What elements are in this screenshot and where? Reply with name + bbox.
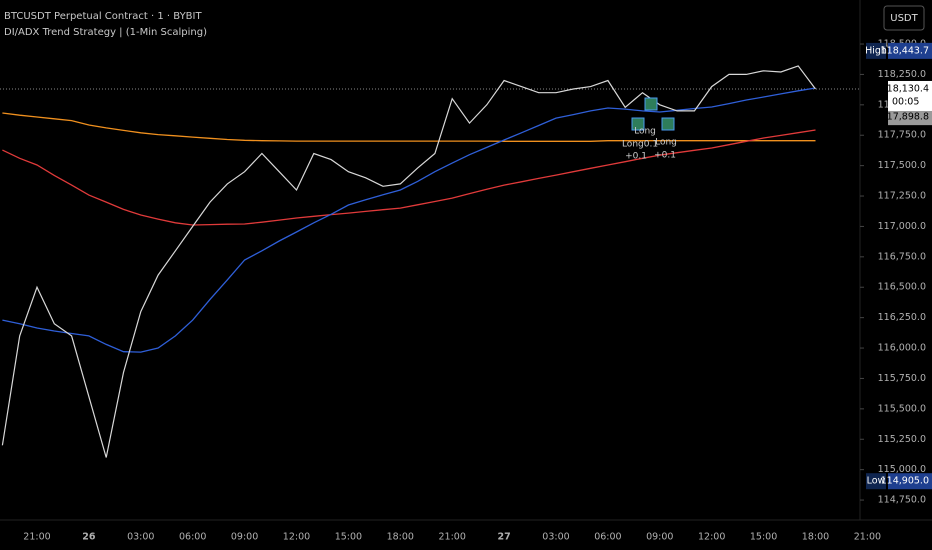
y-tick-label: 116,250.0	[878, 312, 926, 323]
x-tick-label: 12:00	[698, 532, 725, 543]
ema-line	[2, 112, 816, 142]
x-tick-label: 21:00	[439, 532, 466, 543]
currency-button[interactable]	[883, 5, 925, 31]
x-tick-label: 15:00	[335, 532, 362, 543]
y-tick-label: 115,250.0	[878, 434, 926, 445]
x-tick-label: 06:00	[594, 532, 621, 543]
current-price-label: 118,130.4	[881, 83, 929, 94]
x-tick-label: 03:00	[127, 532, 154, 543]
price-tag-name: Low	[867, 476, 886, 487]
trade-marker	[661, 117, 675, 131]
countdown-label: 00:05	[892, 96, 919, 107]
trade-annotation: +0.1	[654, 151, 676, 161]
price-tag	[866, 42, 886, 59]
price-box	[888, 42, 932, 59]
plot: 114,750.0 115,000.0 115,250.0 115,500.0 115,…	[0, 39, 932, 543]
x-tick-label: 18:00	[802, 532, 829, 543]
ema-line	[2, 129, 816, 226]
x-tick-label: 15:00	[750, 532, 777, 543]
y-tick-label: 114,750.0	[878, 495, 926, 506]
price-box-label: 117,898.8	[881, 112, 929, 123]
y-tick-label: 116,500.0	[878, 282, 926, 293]
trade-marker	[631, 117, 645, 131]
price-box	[888, 473, 932, 490]
trade-annotation: +0.1	[625, 152, 647, 162]
x-tick-label: 27	[497, 532, 510, 543]
y-tick-label: 117,000.0	[878, 221, 926, 232]
trade-annotation: Long0.1	[622, 140, 658, 150]
x-tick-label: 26	[82, 532, 96, 543]
indicator-title: DI/ADX Trend Strategy | (1-Min Scalping)	[4, 27, 207, 38]
x-tick-label: 21:00	[854, 532, 881, 543]
price-tag	[866, 473, 886, 490]
price-box-label: 114,905.0	[881, 476, 929, 487]
x-tick-label: 21:00	[23, 532, 50, 543]
y-tick-label: 115,500.0	[878, 403, 926, 414]
symbol-title: BTCUSDT Perpetual Contract · 1 · BYBIT	[4, 11, 202, 22]
y-tick-label: 117,500.0	[878, 160, 926, 171]
currency-label: USDT	[890, 13, 918, 24]
x-tick-label: 09:00	[231, 532, 258, 543]
current-price-box	[888, 80, 932, 111]
y-tick-label: 117,250.0	[878, 191, 926, 202]
price-line	[1, 65, 816, 458]
ema-line	[2, 87, 816, 353]
y-tick-label: 118,250.0	[878, 69, 926, 80]
trade-annotation: Long	[634, 127, 656, 137]
price-box-label: 118,443.7	[881, 45, 929, 56]
x-tick-label: 03:00	[542, 532, 569, 543]
trade-marker	[644, 97, 658, 111]
y-tick-label: 115,000.0	[878, 464, 926, 475]
y-tick-label: 117,750.0	[878, 130, 926, 141]
price-box	[888, 109, 932, 126]
x-tick-label: 18:00	[387, 532, 414, 543]
y-tick-label: 116,000.0	[878, 343, 926, 354]
price-tag-name: High	[865, 45, 887, 56]
x-tick-label: 12:00	[283, 532, 310, 543]
y-tick-label: 116,750.0	[878, 251, 926, 262]
trade-annotation: Long	[655, 138, 677, 148]
y-tick-label: 115,750.0	[878, 373, 926, 384]
x-tick-label: 06:00	[179, 532, 206, 543]
x-tick-label: 09:00	[646, 532, 673, 543]
